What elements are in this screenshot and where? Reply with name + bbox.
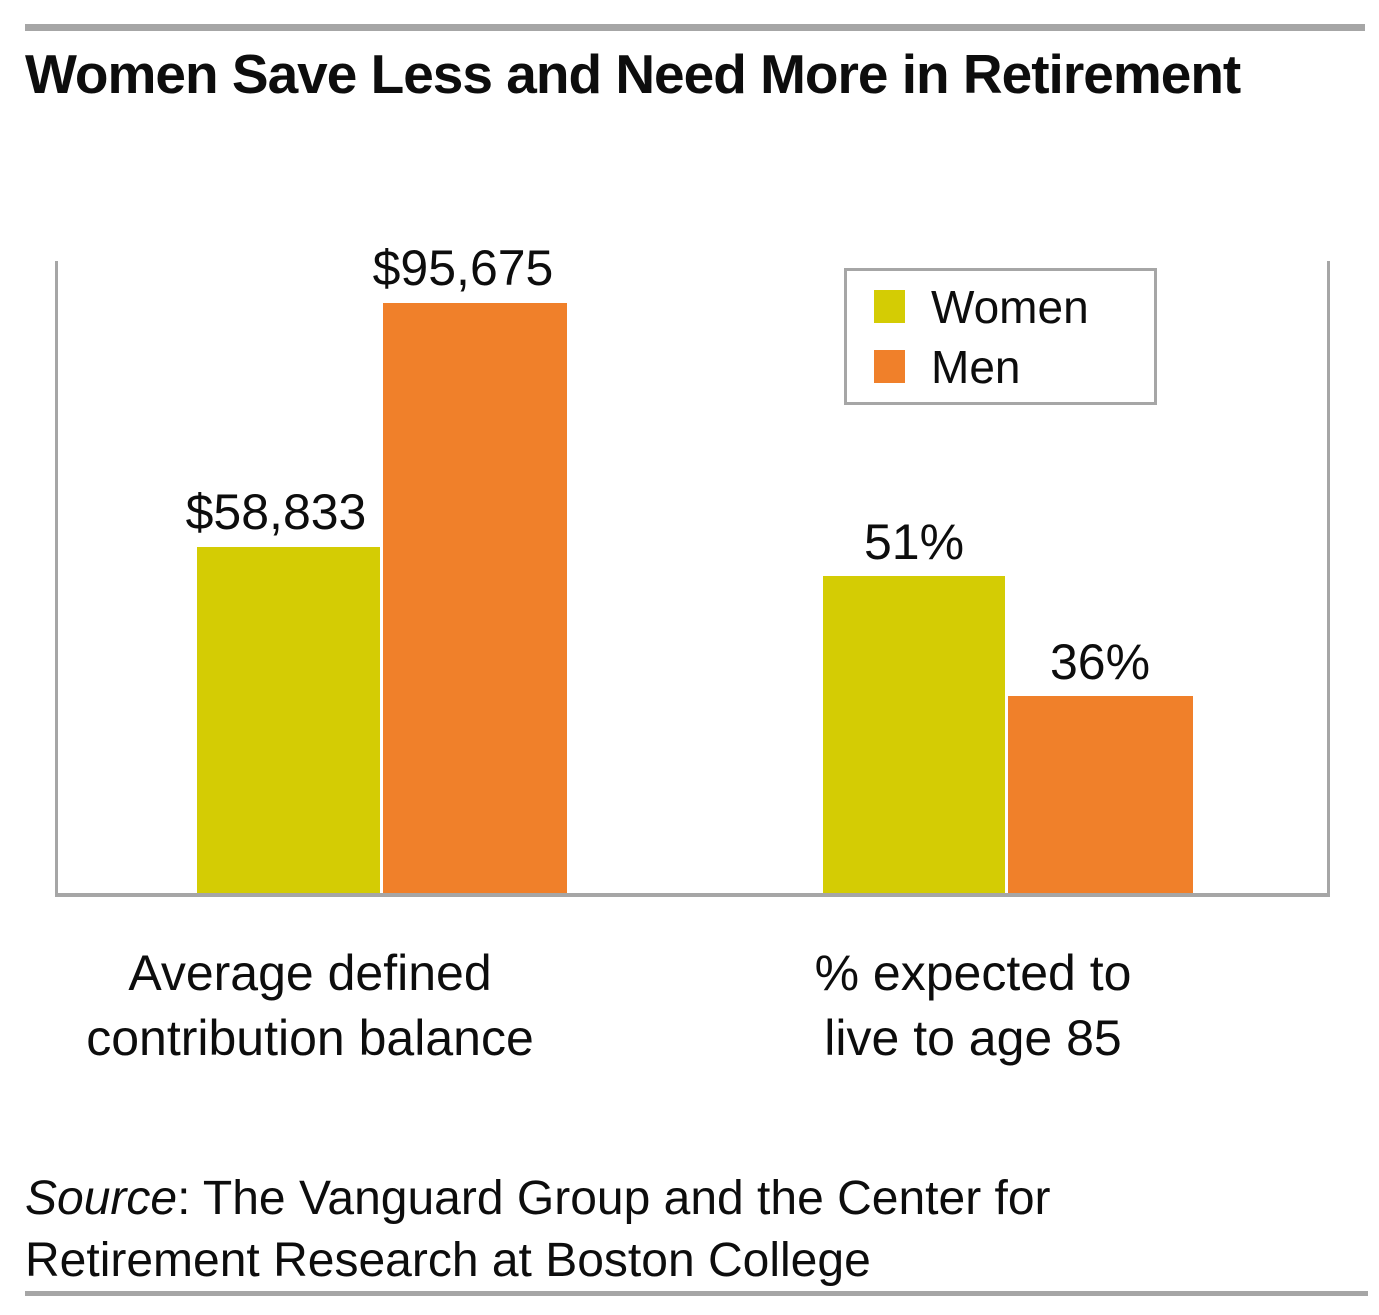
bar-men-balance bbox=[383, 303, 567, 893]
legend-swatch-women-icon bbox=[874, 290, 905, 323]
bar-women-live-to-85 bbox=[823, 576, 1005, 893]
source-note: Source: The Vanguard Group and the Cente… bbox=[25, 1168, 1051, 1292]
category-label-live-line2: live to age 85 bbox=[824, 1010, 1122, 1066]
legend-swatch-men-icon bbox=[874, 350, 905, 383]
legend-item-men: Men bbox=[874, 343, 1154, 391]
bar-men-live-to-85 bbox=[1008, 696, 1193, 893]
category-label-live-to-85: % expected to live to age 85 bbox=[815, 941, 1132, 1071]
bottom-divider bbox=[25, 1291, 1368, 1296]
source-word: Source bbox=[25, 1172, 178, 1225]
legend: Women Men bbox=[844, 268, 1157, 405]
plot-area bbox=[55, 261, 1330, 897]
value-label-women-balance: $58,833 bbox=[185, 484, 367, 540]
category-label-live-line1: % expected to bbox=[814, 945, 1132, 1001]
value-label-men-live-to-85: 36% bbox=[1049, 634, 1151, 690]
legend-label-men: Men bbox=[931, 340, 1021, 393]
category-label-balance: Average defined contribution balance bbox=[86, 941, 534, 1071]
category-label-balance-line2: contribution balance bbox=[86, 1010, 534, 1066]
source-note-line2: Retirement Research at Boston College bbox=[25, 1234, 871, 1287]
category-label-balance-line1: Average defined bbox=[128, 945, 492, 1001]
bar-women-balance bbox=[197, 547, 380, 893]
source-line1-rest: : The Vanguard Group and the Center for bbox=[177, 1172, 1051, 1225]
value-label-women-live-to-85: 51% bbox=[863, 514, 965, 570]
title-top-divider bbox=[25, 24, 1365, 31]
chart-title: Women Save Less and Need More in Retirem… bbox=[25, 43, 1241, 105]
source-note-line1: Source: The Vanguard Group and the Cente… bbox=[25, 1168, 1051, 1230]
legend-label-women: Women bbox=[931, 280, 1089, 333]
legend-item-women: Women bbox=[874, 283, 1154, 331]
value-label-men-balance: $95,675 bbox=[372, 240, 554, 296]
